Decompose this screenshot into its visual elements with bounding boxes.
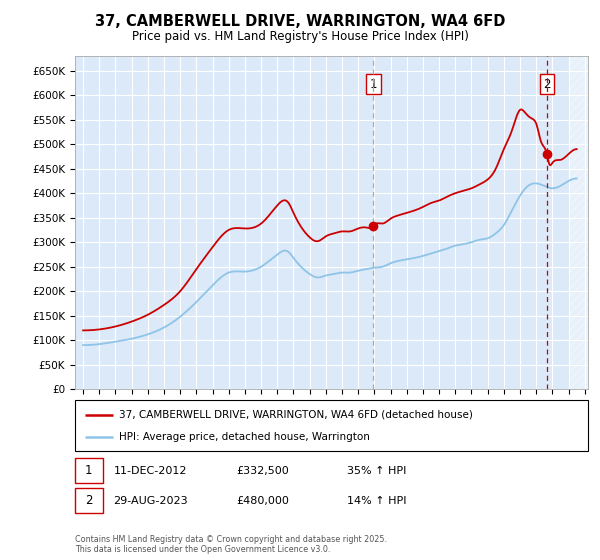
Bar: [75, 458, 103, 483]
Text: £332,500: £332,500: [236, 465, 289, 475]
Text: Price paid vs. HM Land Registry's House Price Index (HPI): Price paid vs. HM Land Registry's House …: [131, 30, 469, 43]
Bar: [75, 488, 103, 513]
Text: 37, CAMBERWELL DRIVE, WARRINGTON, WA4 6FD: 37, CAMBERWELL DRIVE, WARRINGTON, WA4 6F…: [95, 14, 505, 29]
Text: 1: 1: [370, 78, 377, 91]
Text: 2: 2: [85, 494, 92, 507]
Text: 29-AUG-2023: 29-AUG-2023: [113, 496, 188, 506]
Text: 11-DEC-2012: 11-DEC-2012: [113, 465, 187, 475]
Text: HPI: Average price, detached house, Warrington: HPI: Average price, detached house, Warr…: [119, 432, 370, 442]
Text: Contains HM Land Registry data © Crown copyright and database right 2025.
This d: Contains HM Land Registry data © Crown c…: [75, 535, 387, 554]
Bar: [569, 56, 588, 389]
Text: £480,000: £480,000: [236, 496, 289, 506]
Text: 35% ↑ HPI: 35% ↑ HPI: [347, 465, 406, 475]
Text: 14% ↑ HPI: 14% ↑ HPI: [347, 496, 406, 506]
Text: 1: 1: [85, 464, 92, 477]
Text: 37, CAMBERWELL DRIVE, WARRINGTON, WA4 6FD (detached house): 37, CAMBERWELL DRIVE, WARRINGTON, WA4 6F…: [119, 409, 472, 419]
Text: 2: 2: [543, 78, 551, 91]
